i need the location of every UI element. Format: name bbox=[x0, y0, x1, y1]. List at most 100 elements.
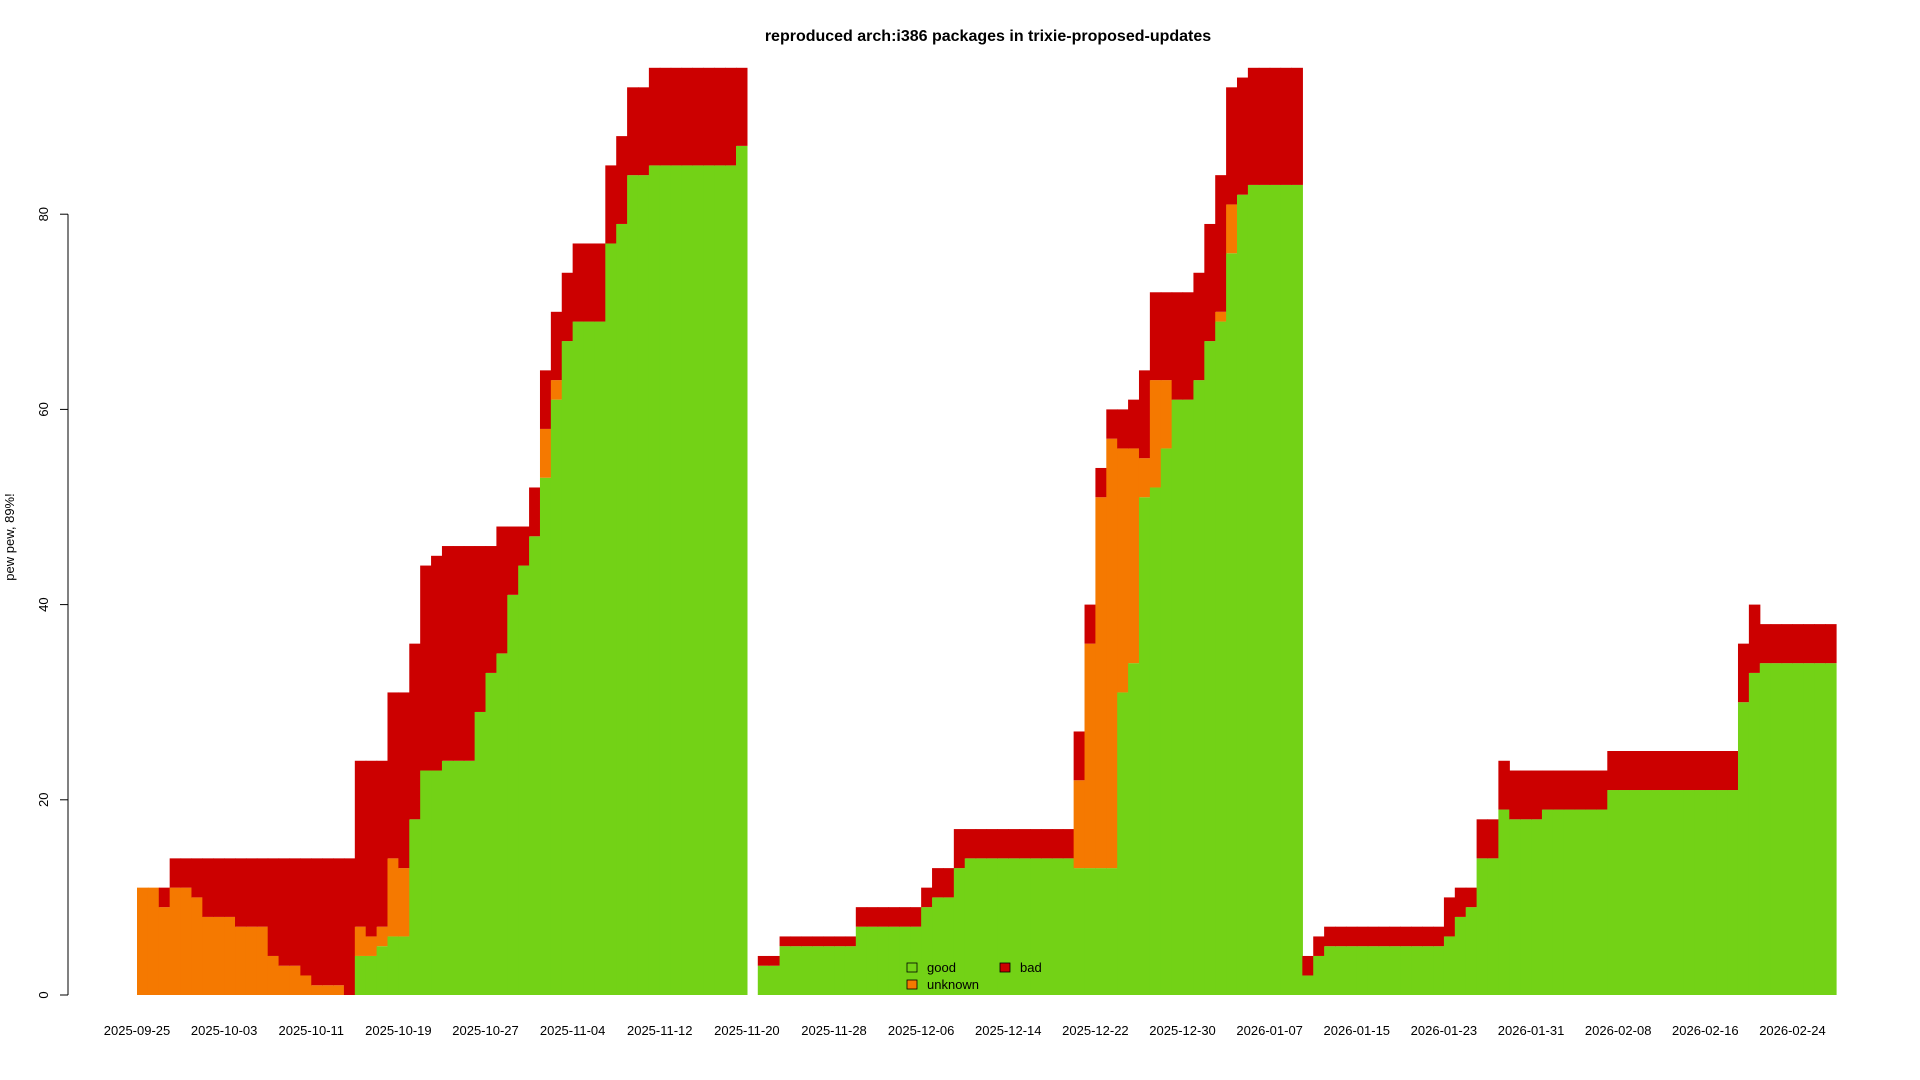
bar-good-2025-12-07 bbox=[932, 897, 944, 995]
bar-good-2025-10-17 bbox=[376, 946, 389, 995]
bar-good-2026-01-27 bbox=[1487, 858, 1499, 995]
bar-bad-2025-09-28 bbox=[169, 858, 182, 888]
bar-bad-2025-11-17 bbox=[714, 67, 726, 166]
bar-bad-2025-12-18 bbox=[1051, 829, 1064, 859]
bar-good-2026-01-20 bbox=[1411, 946, 1423, 995]
bar-good-2026-02-04 bbox=[1574, 809, 1587, 995]
bar-good-2025-11-26 bbox=[812, 946, 824, 995]
bar-bad-2026-01-22 bbox=[1433, 926, 1445, 947]
bar-good-2025-11-17 bbox=[714, 165, 726, 995]
x-tick-label: 2026-01-15 bbox=[1324, 1023, 1391, 1038]
bar-bad-2025-12-08 bbox=[942, 868, 955, 898]
bar-good-2026-01-21 bbox=[1422, 946, 1434, 995]
bar-unknown-2026-01-03 bbox=[1226, 204, 1238, 254]
bar-unknown-2025-10-08 bbox=[278, 965, 291, 995]
bar-unknown-2025-09-28 bbox=[169, 887, 182, 995]
bar-good-2026-02-05 bbox=[1585, 809, 1597, 995]
bar-good-2025-11-01 bbox=[539, 477, 552, 996]
bar-good-2026-01-26 bbox=[1476, 858, 1489, 995]
bar-bad-2026-01-29 bbox=[1509, 770, 1521, 820]
bar-good-2025-12-18 bbox=[1051, 858, 1064, 995]
bar-unknown-2025-10-18 bbox=[387, 858, 399, 937]
bar-bad-2025-12-27 bbox=[1149, 292, 1162, 381]
bar-unknown-2025-12-23 bbox=[1106, 438, 1118, 869]
bar-good-2026-02-17 bbox=[1716, 790, 1728, 995]
x-tick-label: 2025-11-28 bbox=[801, 1023, 867, 1038]
bar-good-2025-11-11 bbox=[648, 165, 661, 995]
x-tick-label: 2025-11-04 bbox=[540, 1023, 606, 1038]
bar-unknown-2025-10-19 bbox=[398, 868, 410, 937]
y-tick-label: 80 bbox=[36, 207, 51, 221]
bar-good-2026-01-28 bbox=[1498, 809, 1510, 995]
bar-bad-2025-10-28 bbox=[496, 526, 508, 654]
bar-unknown-2025-09-29 bbox=[180, 887, 193, 995]
bar-unknown-2025-12-27 bbox=[1149, 380, 1162, 488]
bar-unknown-2025-10-13 bbox=[333, 985, 345, 995]
bar-bad-2025-11-01 bbox=[539, 370, 552, 429]
bar-good-2025-11-28 bbox=[834, 946, 846, 995]
legend-label-good: good bbox=[927, 960, 956, 975]
bar-bad-2025-11-07 bbox=[605, 165, 617, 244]
bar-good-2025-12-15 bbox=[1019, 858, 1031, 995]
bar-bad-2025-10-21 bbox=[420, 565, 432, 771]
bar-unknown-2025-10-04 bbox=[235, 926, 247, 995]
bar-bad-2025-12-07 bbox=[932, 868, 944, 898]
x-tick-label: 2025-11-12 bbox=[627, 1023, 693, 1038]
bar-good-2026-01-07 bbox=[1269, 184, 1282, 996]
bar-unknown-2025-10-06 bbox=[256, 926, 269, 995]
bar-bad-2025-11-05 bbox=[583, 243, 596, 322]
bar-bad-2025-11-16 bbox=[703, 67, 715, 166]
bar-bad-2026-02-23 bbox=[1781, 624, 1794, 664]
bar-bad-2025-10-24 bbox=[452, 546, 465, 761]
bar-bad-2025-12-22 bbox=[1095, 467, 1107, 498]
bar-bad-2025-12-01 bbox=[866, 907, 879, 927]
bar-good-2025-11-09 bbox=[627, 175, 639, 995]
bar-good-2025-12-23 bbox=[1106, 868, 1118, 995]
bar-good-2025-11-10 bbox=[637, 175, 650, 995]
bar-bad-2025-10-30 bbox=[518, 526, 530, 566]
bar-good-2025-11-12 bbox=[659, 165, 672, 995]
bar-bad-2025-12-29 bbox=[1171, 292, 1184, 400]
x-tick-label: 2025-12-14 bbox=[975, 1023, 1042, 1038]
bar-bad-2026-01-01 bbox=[1204, 223, 1216, 342]
x-tick-label: 2026-01-31 bbox=[1498, 1023, 1565, 1038]
bar-unknown-2025-09-25 bbox=[137, 887, 149, 995]
bar-bad-2026-01-19 bbox=[1400, 926, 1412, 947]
bar-bad-2026-02-13 bbox=[1672, 751, 1685, 791]
x-tick-label: 2026-01-23 bbox=[1411, 1023, 1478, 1038]
bar-good-2026-02-20 bbox=[1748, 672, 1761, 995]
bar-bad-2026-02-19 bbox=[1737, 643, 1750, 703]
bar-good-2025-12-20 bbox=[1073, 868, 1086, 995]
bar-bad-2025-11-23 bbox=[779, 936, 792, 947]
bar-good-2026-01-25 bbox=[1465, 907, 1478, 995]
bar-bad-2025-12-30 bbox=[1182, 292, 1195, 400]
bar-bad-2025-10-03 bbox=[224, 858, 236, 917]
bars-layer bbox=[137, 67, 1837, 996]
bar-bad-2026-02-18 bbox=[1727, 751, 1739, 791]
bar-good-2025-12-05 bbox=[910, 926, 922, 995]
bar-good-2025-10-31 bbox=[529, 536, 541, 995]
bar-good-2026-01-01 bbox=[1204, 341, 1216, 996]
bar-good-2025-12-03 bbox=[888, 926, 900, 995]
bar-good-2025-12-09 bbox=[953, 868, 966, 995]
bar-good-2025-11-03 bbox=[561, 341, 574, 996]
bar-bad-2025-11-30 bbox=[855, 907, 868, 927]
bar-good-2026-01-03 bbox=[1226, 253, 1238, 996]
bar-good-2025-11-06 bbox=[594, 321, 606, 995]
bar-bad-2025-10-23 bbox=[441, 546, 454, 761]
bar-bad-2026-02-25 bbox=[1803, 624, 1815, 664]
y-tick-label: 0 bbox=[36, 991, 51, 998]
bar-good-2025-11-30 bbox=[855, 926, 868, 995]
bar-bad-2025-11-03 bbox=[561, 272, 574, 342]
bar-bad-2026-02-10 bbox=[1639, 751, 1652, 791]
bar-bad-2025-11-11 bbox=[648, 67, 661, 166]
bar-good-2025-11-16 bbox=[703, 165, 715, 995]
bar-bad-2025-11-12 bbox=[659, 67, 672, 166]
bar-unknown-2025-10-01 bbox=[202, 916, 214, 995]
bar-bad-2026-01-12 bbox=[1324, 926, 1336, 947]
bar-good-2025-12-26 bbox=[1138, 497, 1151, 995]
y-tick-label: 60 bbox=[36, 402, 51, 416]
bar-bad-2025-10-19 bbox=[398, 692, 410, 869]
bar-bad-2025-11-02 bbox=[550, 311, 563, 381]
